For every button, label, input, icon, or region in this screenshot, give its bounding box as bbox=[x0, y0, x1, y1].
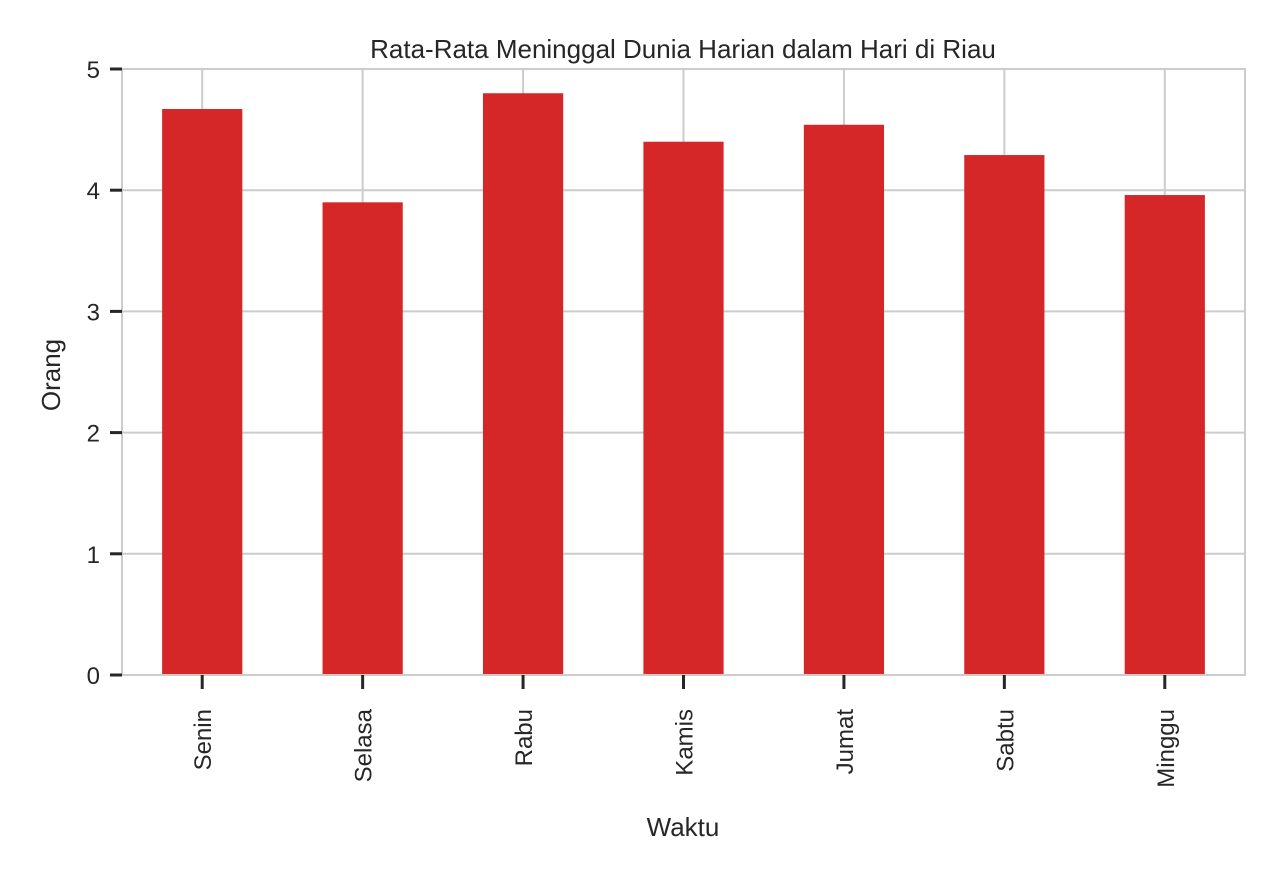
bar-sabtu bbox=[964, 155, 1045, 675]
x-axis-ticks: Senin Selasa Rabu Kamis Jumat Sabtu Minggu bbox=[190, 675, 1180, 788]
bar-senin bbox=[162, 108, 243, 676]
bar-selasa bbox=[322, 202, 403, 675]
bar-rabu bbox=[482, 93, 564, 676]
bars bbox=[162, 93, 1205, 676]
x-tick-label-selasa: Selasa bbox=[351, 708, 378, 782]
x-tick-label-jumat: Jumat bbox=[832, 709, 859, 775]
y-axis-ticks: 0 1 2 3 4 5 bbox=[87, 57, 122, 690]
y-tick-label-4: 4 bbox=[87, 178, 100, 205]
x-tick-label-senin: Senin bbox=[190, 709, 217, 770]
bar-kamis bbox=[643, 141, 724, 676]
y-tick-label-0: 0 bbox=[87, 663, 100, 690]
y-tick-label-1: 1 bbox=[87, 542, 100, 569]
y-axis-label: Orang bbox=[36, 339, 66, 411]
bar-jumat bbox=[803, 124, 885, 675]
x-tick-label-sabtu: Sabtu bbox=[992, 709, 1019, 772]
x-axis-label: Waktu bbox=[647, 812, 720, 842]
bar-minggu bbox=[1124, 195, 1205, 675]
x-tick-label-kamis: Kamis bbox=[672, 709, 699, 776]
y-tick-label-5: 5 bbox=[87, 57, 100, 84]
chart-title: Rata-Rata Meninggal Dunia Harian dalam H… bbox=[370, 34, 996, 64]
y-tick-label-3: 3 bbox=[87, 299, 100, 326]
x-tick-label-rabu: Rabu bbox=[511, 709, 538, 766]
y-tick-label-2: 2 bbox=[87, 421, 100, 448]
x-tick-label-minggu: Minggu bbox=[1153, 709, 1180, 788]
